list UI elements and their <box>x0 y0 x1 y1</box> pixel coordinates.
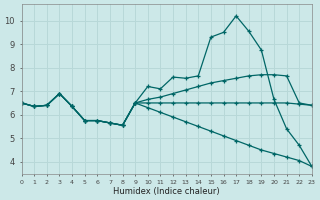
X-axis label: Humidex (Indice chaleur): Humidex (Indice chaleur) <box>113 187 220 196</box>
